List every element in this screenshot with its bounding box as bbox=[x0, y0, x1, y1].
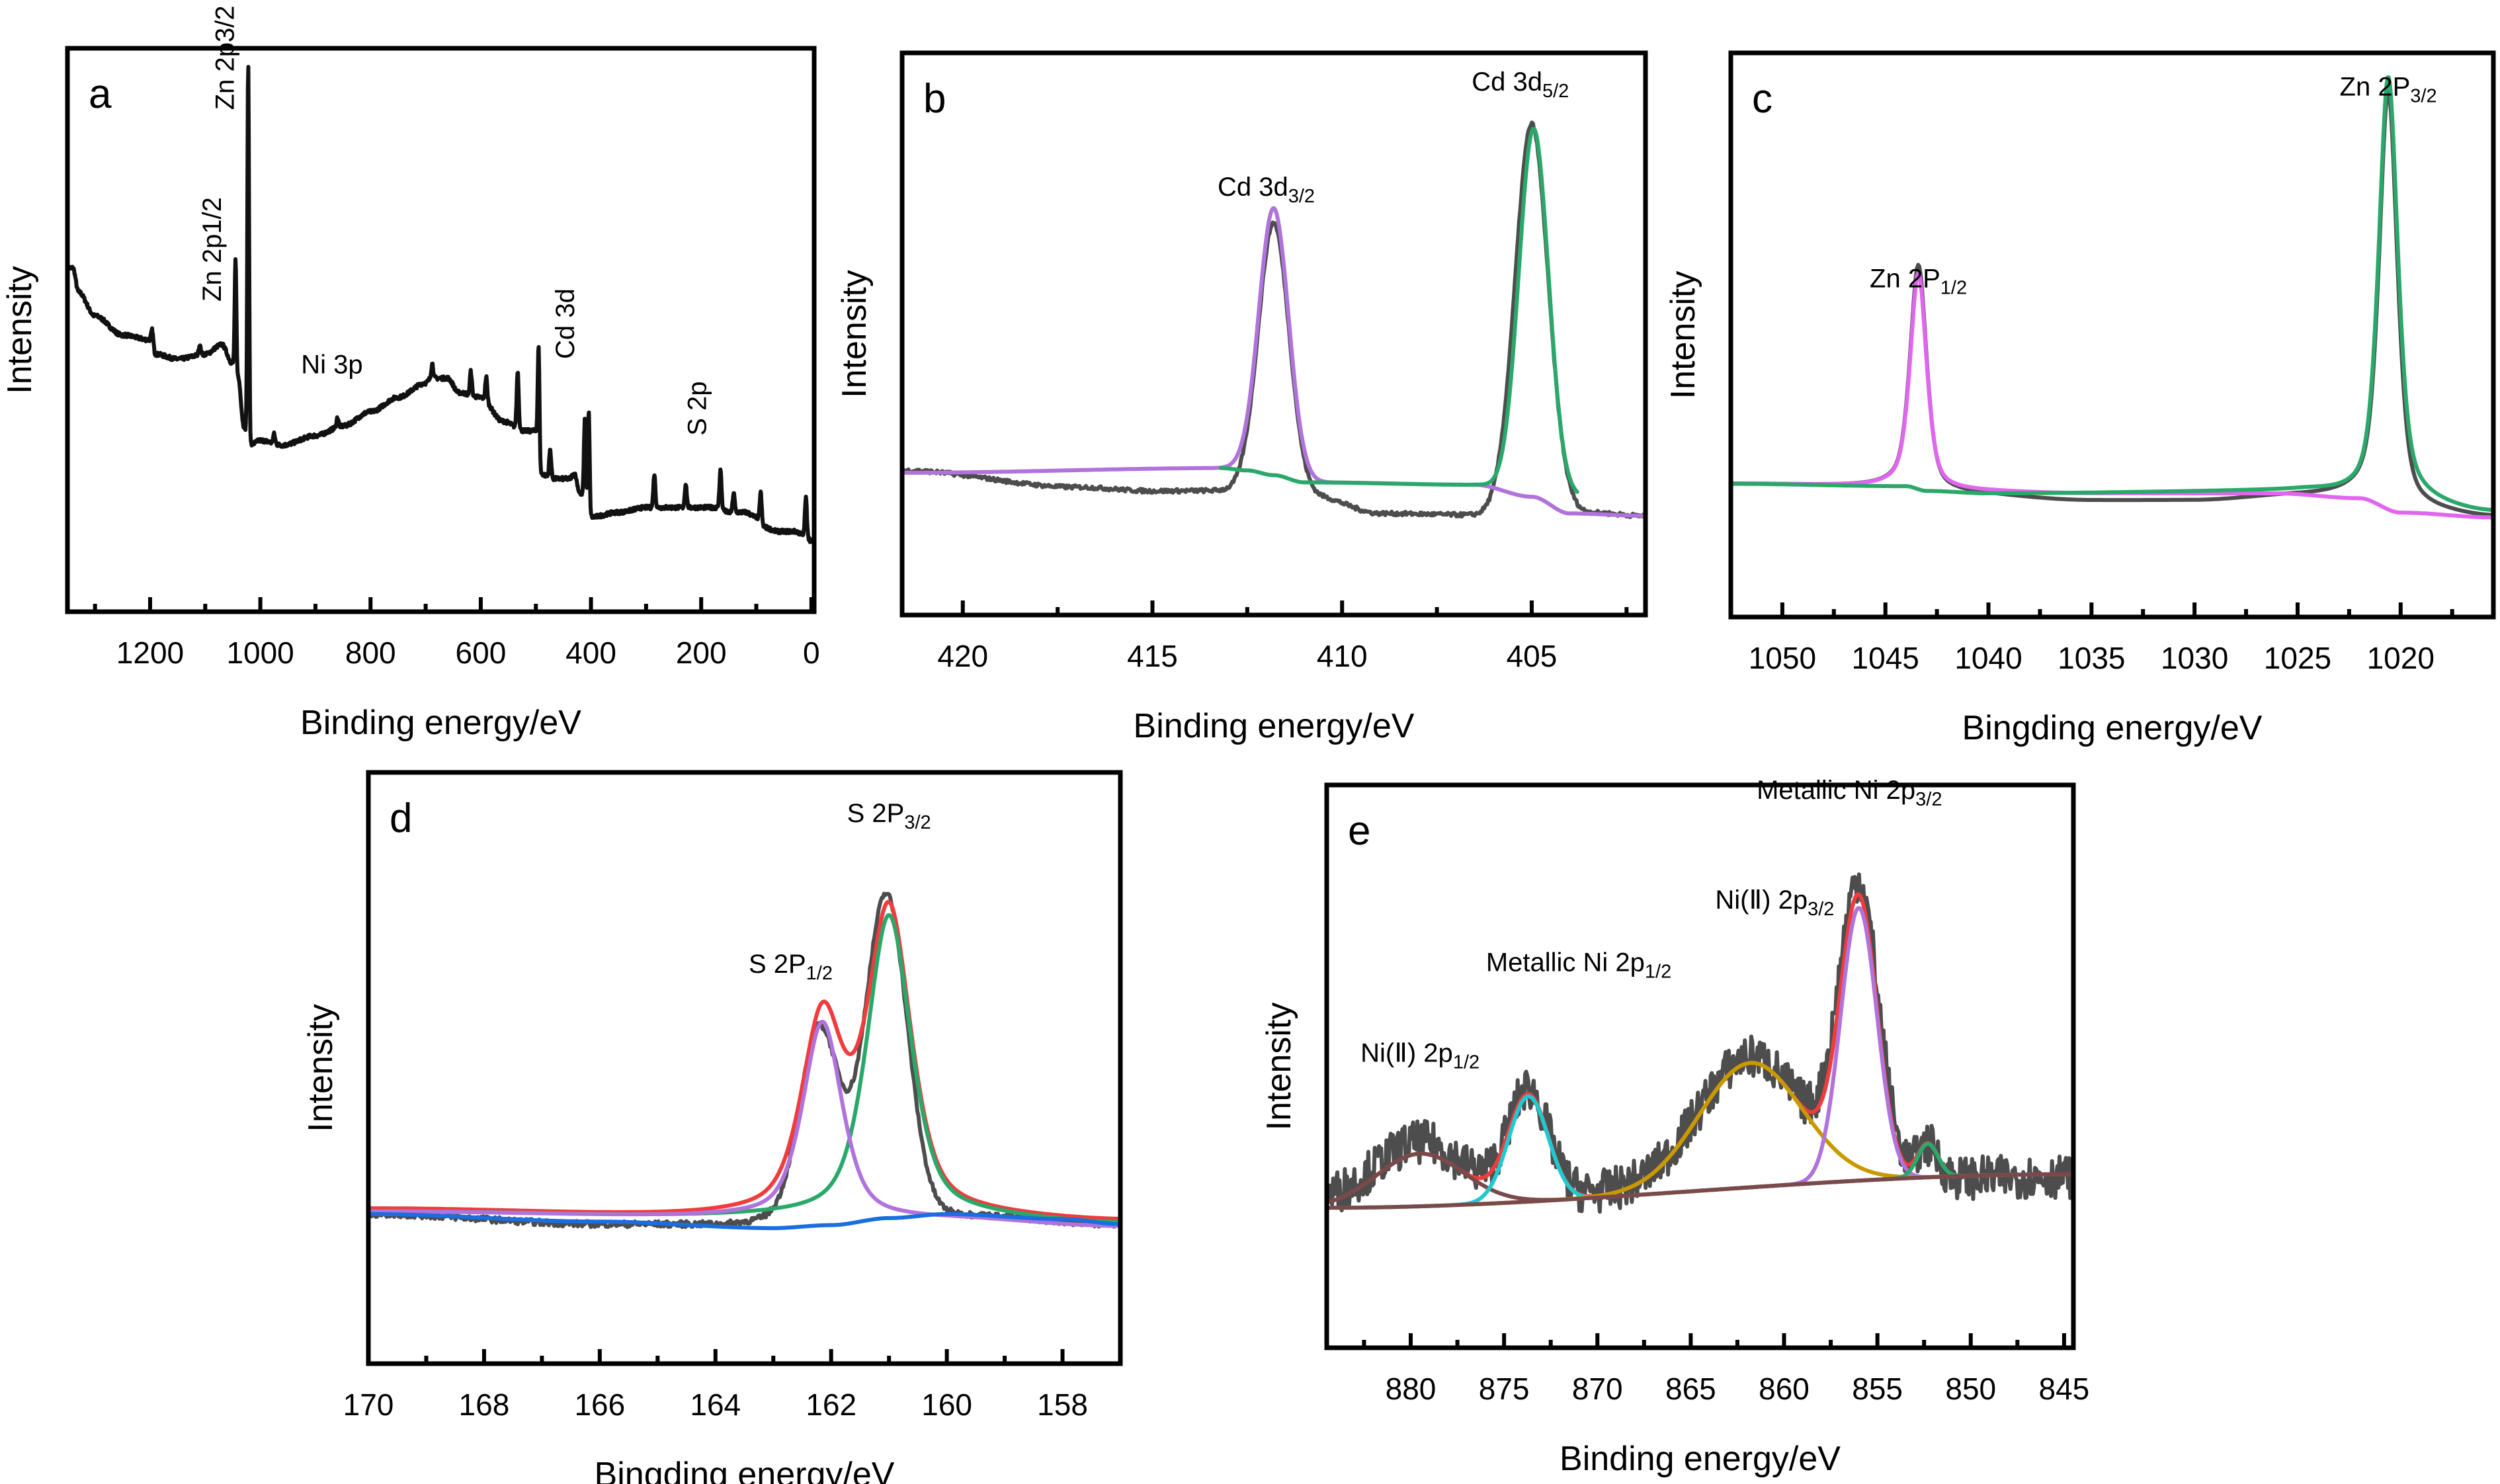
x-tick-label: 865 bbox=[1665, 1372, 1716, 1406]
plot-area bbox=[368, 891, 1120, 1231]
x-tick-label: 164 bbox=[690, 1387, 741, 1422]
peak-annotation: Cd 3d5/2 bbox=[1472, 67, 1569, 102]
y-axis-label: Intensity bbox=[302, 1004, 340, 1132]
x-tick-label: 1035 bbox=[2058, 641, 2125, 675]
x-tick-label: 1020 bbox=[2367, 641, 2435, 675]
x-tick-label: 860 bbox=[1759, 1372, 1810, 1406]
peak-annotation: Cd 3d3/2 bbox=[1218, 173, 1315, 207]
series-zn-2p3-2-fit bbox=[1731, 75, 2493, 513]
x-tick-label: 1030 bbox=[2161, 641, 2228, 675]
peak-annotation: Zn 2P1/2 bbox=[1870, 264, 1967, 298]
peak-annotation: S 2P3/2 bbox=[847, 799, 931, 833]
x-tick-label: 855 bbox=[1852, 1372, 1903, 1406]
x-axis-label: Bingding energy/eV bbox=[1962, 709, 2263, 747]
x-tick-label: 1050 bbox=[1749, 641, 1816, 675]
x-tick-label: 1045 bbox=[1852, 641, 1919, 675]
peak-annotation: S 2P1/2 bbox=[749, 950, 833, 984]
x-tick-label: 880 bbox=[1386, 1372, 1437, 1406]
x-tick-label: 158 bbox=[1037, 1387, 1088, 1422]
plot-frame bbox=[1728, 50, 2496, 620]
peak-annotation: Metallic Ni 2p3/2 bbox=[1757, 776, 1942, 810]
plot-frame bbox=[366, 770, 1123, 1366]
panel-a: 1200 1000 800 600 400 200 0 Binding energy/eV In… bbox=[1, 5, 820, 742]
x-tick-label: 800 bbox=[345, 636, 396, 670]
x-tick-label: 1025 bbox=[2264, 641, 2331, 675]
x-tick-label: 160 bbox=[921, 1387, 972, 1422]
x-tick-label: 850 bbox=[1945, 1372, 1996, 1406]
plot-frame bbox=[1324, 782, 2076, 1350]
plot-area bbox=[1731, 75, 2493, 520]
peak-annotation: Ni(Ⅱ) 2p1/2 bbox=[1360, 1039, 1479, 1073]
panel-label: d bbox=[390, 796, 412, 841]
y-axis-label: Intensity bbox=[1, 266, 39, 394]
peak-annotation: Zn 2p1/2 bbox=[198, 197, 227, 302]
x-tick-label: 415 bbox=[1127, 639, 1178, 673]
x-tick-label: 170 bbox=[343, 1387, 394, 1422]
x-axis-label: Binding energy/eV bbox=[1134, 707, 1415, 745]
x-tick-label: 1000 bbox=[226, 636, 294, 670]
x-tick-label: 410 bbox=[1317, 639, 1368, 673]
panel-label: a bbox=[89, 71, 112, 117]
peak-annotation: Zn 2P3/2 bbox=[2340, 72, 2437, 106]
series-cd-3d5-2-fit bbox=[1218, 126, 1579, 494]
x-tick-label: 400 bbox=[565, 636, 616, 670]
peak-annotation: Ni(Ⅱ) 2p3/2 bbox=[1715, 886, 1834, 920]
peak-annotation: S 2p bbox=[683, 381, 712, 435]
series-raw-data bbox=[1731, 89, 2493, 517]
series-s-2p3-2 bbox=[368, 913, 1120, 1224]
x-tick-label: 405 bbox=[1507, 639, 1558, 673]
x-tick-label: 162 bbox=[806, 1387, 856, 1422]
panel-label: c bbox=[1752, 76, 1772, 122]
panel-c: 1050 1045 1040 1035 1030 1025 1020 Bingding ene… bbox=[1664, 50, 2496, 747]
peak-annotation: Ni 3p bbox=[301, 350, 362, 380]
x-tick-label: 420 bbox=[937, 639, 988, 673]
plot-area bbox=[1327, 872, 2073, 1214]
x-tick-label: 166 bbox=[574, 1387, 625, 1422]
peak-annotation: Cd 3d bbox=[551, 288, 580, 359]
series-s-2p1-2 bbox=[368, 1020, 1120, 1228]
x-tick-label: 0 bbox=[803, 636, 820, 670]
survey-trace bbox=[67, 65, 814, 544]
x-tick-label: 875 bbox=[1479, 1372, 1530, 1406]
plot-area bbox=[67, 65, 814, 544]
x-tick-label: 168 bbox=[459, 1387, 510, 1422]
y-axis-label: Intensity bbox=[1664, 271, 1702, 399]
series-zn-2p1-2-fit bbox=[1731, 271, 2493, 520]
series-metallic-ni-2p3-2 bbox=[1745, 906, 2048, 1190]
x-tick-label: 200 bbox=[676, 636, 727, 670]
x-tick-label: 870 bbox=[1572, 1372, 1623, 1406]
series-envelope bbox=[368, 899, 1120, 1221]
peak-annotation: Zn 2p3/2 bbox=[210, 5, 239, 110]
series-cd-3d3-2-fit bbox=[902, 206, 1646, 518]
peak-annotation: Metallic Ni 2p1/2 bbox=[1486, 948, 1671, 982]
x-axis-label: Bingding energy/eV bbox=[595, 1456, 895, 1484]
series-raw-data bbox=[902, 120, 1646, 519]
y-axis-label: Intensity bbox=[1260, 1003, 1298, 1131]
x-axis-label: Binding energy/eV bbox=[300, 704, 581, 742]
x-axis-label: Binding energy/eV bbox=[1560, 1440, 1841, 1478]
series-raw-data bbox=[368, 891, 1120, 1229]
x-tick-label: 845 bbox=[2039, 1372, 2090, 1406]
x-tick-label: 1040 bbox=[1954, 641, 2022, 675]
plot-area bbox=[902, 120, 1646, 519]
panel-e: 880 875 870 865 860 855 850 845 Binding energy/e… bbox=[1260, 776, 2089, 1478]
plot-frame bbox=[899, 50, 1648, 618]
x-tick-label: 600 bbox=[456, 636, 507, 670]
panel-d: 170 168 166 164 162 160 158 Bingding energy/eV I… bbox=[302, 770, 1123, 1484]
x-tick-label: 1200 bbox=[116, 636, 184, 670]
series-baseline bbox=[1327, 1172, 2073, 1210]
y-axis-label: Intensity bbox=[835, 270, 874, 398]
series-background bbox=[368, 1212, 1120, 1231]
panel-label: b bbox=[923, 76, 946, 122]
panel-b: 420 415 410 405 Binding energy/eV Intensity b C… bbox=[835, 50, 1648, 745]
plot-frame bbox=[65, 46, 817, 614]
panel-label: e bbox=[1348, 808, 1370, 854]
